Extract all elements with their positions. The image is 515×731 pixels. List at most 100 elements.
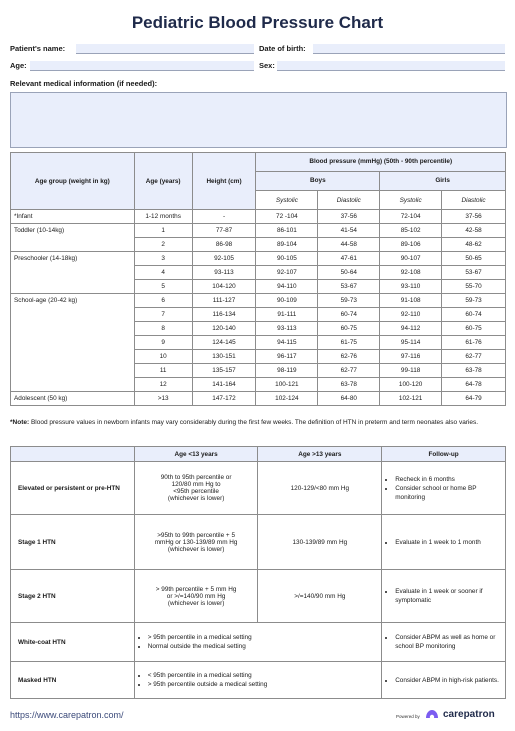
cell-height: 135-157 — [191, 363, 257, 378]
table-row: 7 116-134 91-111 60-74 92-110 60-74 — [10, 307, 506, 322]
cell-girls-systolic: 95-114 — [379, 335, 443, 350]
cell-height: 93-113 — [191, 265, 257, 280]
footnote-label: *Note: — [10, 419, 30, 426]
list-item: Consider school or home BP monitoring — [395, 484, 502, 502]
text-line: 90th to 95th percentile or — [160, 474, 232, 481]
carepatron-logo-text: carepatron — [443, 709, 495, 720]
cell-girls-systolic: 92-108 — [379, 265, 443, 280]
text-line: >95th to 99th percentile + 5 — [157, 531, 235, 539]
bp-table: Age group (weight in kg) Age (years) Hei… — [10, 152, 506, 406]
table-row: Stage 2 HTN > 99th percentile + 5 mm Hg … — [10, 569, 506, 623]
col-age-years: Age (years) — [133, 152, 193, 210]
cell-followup: Evaluate in 1 week to 1 month — [381, 514, 506, 570]
cell-girls-diastolic: 50-65 — [441, 251, 506, 266]
table-row: Stage 1 HTN >95th to 99th percentile + 5… — [10, 514, 506, 570]
cell-boys-systolic: 92-107 — [255, 265, 319, 280]
table-row: 4 93-113 92-107 50-64 92-108 53-67 — [10, 265, 506, 280]
col-height: Height (cm) — [191, 152, 257, 210]
list-item: Recheck in 6 months — [395, 475, 502, 484]
group-blank — [10, 321, 135, 336]
cell-boys-systolic: 96-117 — [255, 349, 319, 364]
row-stage2: Stage 2 HTN — [10, 569, 135, 623]
cell-height: 111-127 — [191, 293, 257, 308]
htn-header-row: Age <13 years Age >13 years Follow-up — [10, 446, 506, 462]
col-girls: Girls — [379, 170, 506, 192]
cell-followup: Consider ABPM as well as home or school … — [381, 622, 506, 662]
cell-height: 124-145 — [191, 335, 257, 350]
dob-field[interactable] — [313, 44, 505, 54]
page-title: Pediatric Blood Pressure Chart — [131, 13, 384, 32]
cell-boys-systolic: 102-124 — [255, 391, 319, 406]
carepatron-link[interactable]: https://www.carepatron.com/ — [10, 710, 124, 720]
list-item: Consider ABPM as well as home or school … — [395, 633, 502, 651]
age-label: Age: — [10, 61, 27, 70]
bp-gender-row: Boys Girls — [11, 170, 506, 192]
cell-girls-systolic: 100-120 — [379, 377, 443, 392]
table-row: Toddler (10-14kg) 1 77-87 86-101 41-54 8… — [10, 223, 506, 238]
medical-info-textarea[interactable] — [10, 92, 507, 148]
text-line: mmHg or 130-139/89 mm Hg — [154, 538, 238, 546]
group-blank — [10, 265, 135, 280]
list-item: Evaluate in 1 week or sooner if symptoma… — [395, 587, 502, 605]
cell-girls-diastolic: 42-58 — [441, 223, 506, 238]
htn-table: Age <13 years Age >13 years Follow-up El… — [10, 446, 506, 699]
cell-girls-systolic: 92-110 — [379, 307, 443, 322]
cell-combined: > 95th percentile in a medical setting N… — [133, 622, 383, 662]
sex-label: Sex: — [259, 61, 275, 70]
cell-followup: Evaluate in 1 week or sooner if symptoma… — [381, 569, 506, 623]
cell-girls-diastolic: 62-77 — [441, 349, 506, 364]
table-row: 8 120-140 93-113 60-75 94-112 60-75 — [10, 321, 506, 336]
col-boys-systolic: Systolic — [255, 190, 319, 210]
patient-name-field[interactable] — [76, 44, 254, 54]
table-row: *Infant 1-12 months - 72 -104 37-56 72-1… — [10, 209, 506, 224]
row-masked: Masked HTN — [10, 661, 135, 699]
footnote-text: Blood pressure values in newborn infants… — [29, 419, 479, 426]
cell-boys-diastolic: 37-56 — [317, 209, 381, 224]
text-line: 120/80 mm Hg to — [171, 481, 221, 488]
cell-height: 86-98 — [191, 237, 257, 252]
table-row: 12 141-164 100-121 63-78 100-120 64-78 — [10, 377, 506, 392]
age-field[interactable] — [30, 61, 254, 71]
group-preschooler: Preschooler (14-18kg) — [10, 251, 135, 266]
cell-boys-systolic: 86-101 — [255, 223, 319, 238]
cell-lt13: >95th to 99th percentile + 5 mmHg or 130… — [133, 514, 259, 570]
group-blank — [10, 349, 135, 364]
cell-girls-diastolic: 55-70 — [441, 279, 506, 294]
sex-field[interactable] — [277, 61, 505, 71]
cell-boys-diastolic: 62-77 — [317, 363, 381, 378]
cell-boys-systolic: 90-109 — [255, 293, 319, 308]
cell-height: - — [191, 209, 257, 224]
patient-name-label: Patient's name: — [10, 44, 66, 53]
cell-girls-systolic: 90-107 — [379, 251, 443, 266]
cell-followup: Recheck in 6 months Consider school or h… — [381, 461, 506, 515]
table-row: 10 130-151 96-117 62-76 97-116 62-77 — [10, 349, 506, 364]
col-boys: Boys — [255, 170, 381, 192]
list-item: > 95th percentile outside a medical sett… — [148, 680, 378, 689]
cell-boys-systolic: 94-115 — [255, 335, 319, 350]
cell-boys-systolic: 93-113 — [255, 321, 319, 336]
cell-age: 5 — [133, 279, 193, 294]
powered-by-label: Powered by — [396, 714, 420, 719]
text-line: > 99th percentile + 5 mm Hg — [155, 585, 237, 593]
group-infant: *Infant — [10, 209, 135, 224]
group-blank — [10, 237, 135, 252]
cell-age: >13 — [133, 391, 193, 406]
col-girls-diastolic: Diastolic — [441, 190, 506, 210]
cell-lt13: 90th to 95th percentile or 120/80 mm Hg … — [133, 461, 259, 515]
text-line: (whichever is lower) — [167, 495, 225, 502]
cell-boys-systolic: 91-111 — [255, 307, 319, 322]
cell-boys-systolic: 89-104 — [255, 237, 319, 252]
cell-boys-diastolic: 62-76 — [317, 349, 381, 364]
text-line: (whichever is lower) — [167, 545, 225, 553]
cell-boys-systolic: 72 -104 — [255, 209, 319, 224]
table-row: Preschooler (14-18kg) 3 92-105 90-105 47… — [10, 251, 506, 266]
cell-girls-systolic: 89-106 — [379, 237, 443, 252]
cell-boys-diastolic: 41-54 — [317, 223, 381, 238]
cell-boys-diastolic: 64-80 — [317, 391, 381, 406]
cell-age: 8 — [133, 321, 193, 336]
col-boys-diastolic: Diastolic — [317, 190, 381, 210]
col-bp-header: Blood pressure (mmHg) (50th - 90th perce… — [255, 152, 506, 172]
cell-age: 7 — [133, 307, 193, 322]
medical-info-label: Relevant medical information (if needed)… — [10, 79, 158, 88]
cell-girls-systolic: 93-110 — [379, 279, 443, 294]
